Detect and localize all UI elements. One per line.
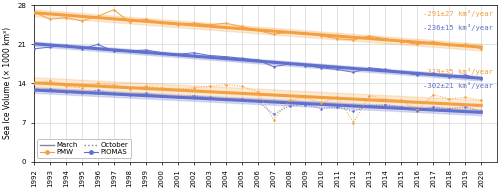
Legend: March, PMW, October, PIOMAS: March, PMW, October, PIOMAS	[38, 139, 131, 158]
Text: -302±21 km³/year: -302±21 km³/year	[422, 82, 492, 89]
Y-axis label: Sea Ice Volume (× 1000 km³): Sea Ice Volume (× 1000 km³)	[3, 27, 12, 139]
Text: -319±35 km³/year: -319±35 km³/year	[422, 68, 492, 75]
Text: -291±27 km³/year: -291±27 km³/year	[422, 10, 492, 17]
Text: -236±15 km³/year: -236±15 km³/year	[422, 24, 492, 31]
